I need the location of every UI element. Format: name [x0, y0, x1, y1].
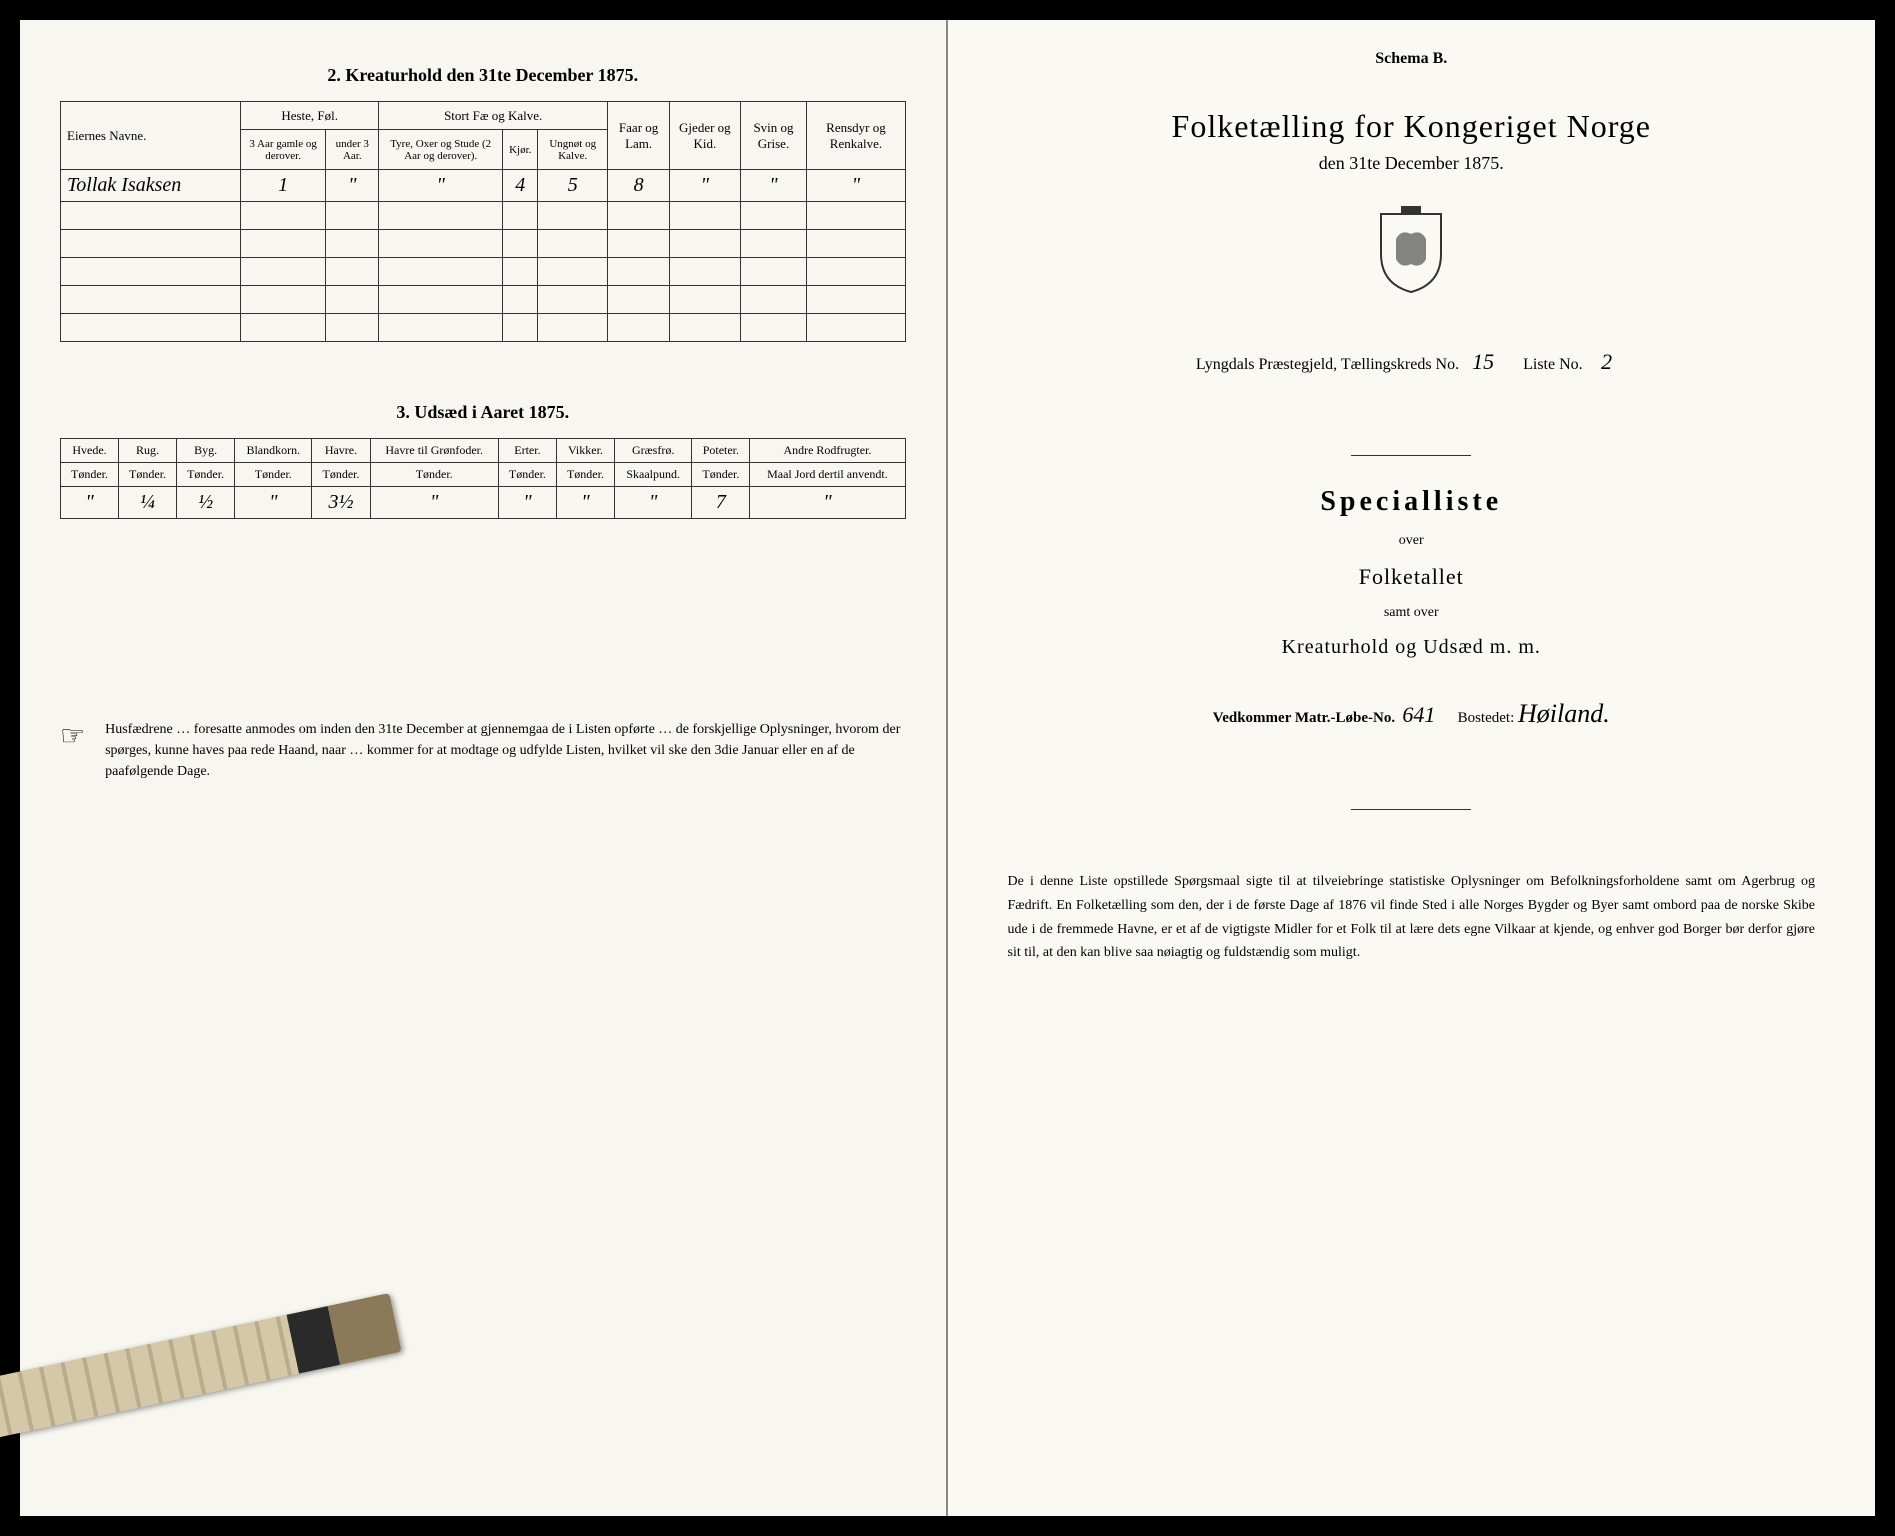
cell: " [61, 487, 119, 519]
section3-title: 3. Udsæd i Aaret 1875. [60, 402, 906, 423]
unit: Tønder. [370, 463, 498, 487]
col-potato: Poteter. [692, 439, 750, 463]
cell: " [379, 170, 503, 202]
document-spread: 2. Kreaturhold den 31te December 1875. E… [20, 20, 1875, 1516]
cell: " [326, 170, 379, 202]
bostedet-label: Bostedet: [1458, 710, 1515, 726]
cell: 5 [538, 170, 608, 202]
cell: " [750, 487, 905, 519]
vedkommer-line: Vedkommer Matr.-Løbe-No. 641 Bostedet: H… [988, 699, 1836, 729]
table-row: Tollak Isaksen 1 " " 4 5 8 " " " [61, 170, 906, 202]
col-horse-b: under 3 Aar. [326, 130, 379, 170]
col-rye: Rug. [119, 439, 177, 463]
col-group-cattle: Stort Fæ og Kalve. [379, 102, 608, 130]
col-owner: Eiernes Navne. [61, 102, 241, 170]
unit: Tønder. [61, 463, 119, 487]
district-no: 15 [1463, 349, 1503, 375]
col-reindeer: Rensdyr og Renkalve. [807, 102, 905, 170]
col-goats: Gjeder og Kid. [670, 102, 740, 170]
cell: ½ [177, 487, 235, 519]
cell: 4 [503, 170, 538, 202]
col-peas: Erter. [498, 439, 556, 463]
left-page: 2. Kreaturhold den 31te December 1875. E… [20, 20, 948, 1516]
col-grass: Græsfrø. [614, 439, 691, 463]
matr-no: 641 [1399, 702, 1439, 728]
table-row [61, 314, 906, 342]
unit: Tønder. [119, 463, 177, 487]
unit: Tønder. [498, 463, 556, 487]
unit: Tønder. [235, 463, 312, 487]
liste-no: 2 [1587, 349, 1627, 375]
schema-label: Schema B. [988, 50, 1836, 68]
folketallet-heading: Folketallet [988, 564, 1836, 590]
unit: Tønder. [556, 463, 614, 487]
cell: " [235, 487, 312, 519]
note-text: Husfædrene … foresatte anmodes om inden … [105, 719, 905, 782]
cell: " [740, 170, 807, 202]
pen-overlay [0, 1293, 402, 1439]
col-group-horses: Heste, Føl. [241, 102, 379, 130]
unit: Maal Jord dertil anvendt. [750, 463, 905, 487]
seed-table: Hvede. Rug. Byg. Blandkorn. Havre. Havre… [60, 438, 906, 519]
unit: Tønder. [312, 463, 370, 487]
table-row: " ¼ ½ " 3½ " " " " 7 " [61, 487, 906, 519]
table-row [61, 202, 906, 230]
unit: Skaalpund. [614, 463, 691, 487]
table-row [61, 286, 906, 314]
col-root: Andre Rodfrugter. [750, 439, 905, 463]
owner-name: Tollak Isaksen [61, 170, 241, 202]
over-label: over [988, 533, 1836, 549]
unit: Tønder. [692, 463, 750, 487]
col-oats-green: Havre til Grønfoder. [370, 439, 498, 463]
kreatur-heading: Kreaturhold og Udsæd m. m. [988, 636, 1836, 659]
right-page: Schema B. Folketælling for Kongeriget No… [948, 20, 1876, 1516]
bostedet-value: Høiland. [1518, 699, 1610, 729]
cell: " [670, 170, 740, 202]
col-barley: Byg. [177, 439, 235, 463]
col-cattle-b: Kjør. [503, 130, 538, 170]
page-subtitle: den 31te December 1875. [988, 153, 1836, 174]
table-row [61, 230, 906, 258]
col-wheat: Hvede. [61, 439, 119, 463]
cell: " [807, 170, 905, 202]
vedkommer-label: Vedkommer Matr.-Løbe-No. [1213, 710, 1395, 726]
col-pigs: Svin og Grise. [740, 102, 807, 170]
cell: " [556, 487, 614, 519]
col-oats: Havre. [312, 439, 370, 463]
cell: " [370, 487, 498, 519]
unit: Tønder. [177, 463, 235, 487]
cell: 3½ [312, 487, 370, 519]
cell: 7 [692, 487, 750, 519]
col-mixed: Blandkorn. [235, 439, 312, 463]
instruction-note: ☞ Husfædrene … foresatte anmodes om inde… [60, 719, 906, 782]
section2-title: 2. Kreaturhold den 31te December 1875. [60, 65, 906, 86]
cell: 8 [608, 170, 670, 202]
divider [1351, 455, 1471, 456]
table-subheader-row: Tønder. Tønder. Tønder. Tønder. Tønder. … [61, 463, 906, 487]
cell: ¼ [119, 487, 177, 519]
col-vetch: Vikker. [556, 439, 614, 463]
col-horse-a: 3 Aar gamle og derover. [241, 130, 326, 170]
liste-label: Liste No. [1523, 356, 1583, 373]
samt-label: samt over [988, 605, 1836, 621]
district-line: Lyngdals Præstegjeld, Tællingskreds No. … [988, 349, 1836, 375]
bottom-paragraph: De i denne Liste opstillede Spørgsmaal s… [988, 870, 1836, 965]
coat-of-arms-icon [988, 204, 1836, 309]
cell: 1 [241, 170, 326, 202]
livestock-table: Eiernes Navne. Heste, Føl. Stort Fæ og K… [60, 101, 906, 342]
col-cattle-a: Tyre, Oxer og Stude (2 Aar og derover). [379, 130, 503, 170]
table-row [61, 258, 906, 286]
col-sheep: Faar og Lam. [608, 102, 670, 170]
cell: " [614, 487, 691, 519]
pointing-hand-icon: ☞ [60, 719, 85, 753]
table-header-row: Hvede. Rug. Byg. Blandkorn. Havre. Havre… [61, 439, 906, 463]
col-cattle-c: Ungnøt og Kalve. [538, 130, 608, 170]
specialliste-heading: Specialliste [988, 486, 1836, 518]
page-title: Folketælling for Kongeriget Norge [988, 108, 1836, 145]
divider [1351, 809, 1471, 810]
district-prefix: Lyngdals Præstegjeld, Tællingskreds No. [1196, 356, 1459, 373]
cell: " [498, 487, 556, 519]
